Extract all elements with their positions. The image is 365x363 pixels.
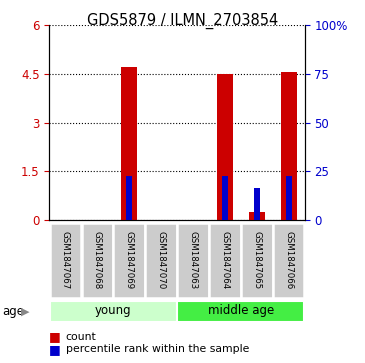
Bar [121,67,137,220]
Text: young: young [95,304,131,317]
Bar [281,72,297,220]
Text: age: age [2,305,24,318]
Text: GSM1847065: GSM1847065 [252,231,261,290]
Bar [50,301,177,322]
Bar [217,74,233,220]
Text: ■: ■ [49,330,61,343]
Bar [241,223,273,298]
Bar [177,223,209,298]
Text: GSM1847068: GSM1847068 [93,231,102,290]
Bar [209,223,241,298]
Text: ■: ■ [49,343,61,356]
Bar [126,176,132,220]
Bar [222,176,228,220]
Bar [145,223,177,298]
Bar [114,223,145,298]
Bar [273,223,304,298]
Text: GSM1847064: GSM1847064 [220,231,230,290]
Text: ▶: ▶ [21,307,30,317]
Text: GSM1847066: GSM1847066 [284,231,293,290]
Text: GSM1847069: GSM1847069 [124,231,134,290]
Text: GSM1847067: GSM1847067 [61,231,70,290]
Bar [81,223,113,298]
Text: GSM1847070: GSM1847070 [157,231,166,290]
Bar [285,176,292,220]
Bar [50,223,81,298]
Text: count: count [66,332,96,342]
Text: GDS5879 / ILMN_2703854: GDS5879 / ILMN_2703854 [87,13,278,29]
Text: percentile rank within the sample: percentile rank within the sample [66,344,249,354]
Bar [177,301,304,322]
Text: middle age: middle age [208,304,274,317]
Text: GSM1847063: GSM1847063 [188,231,197,290]
Bar [249,212,265,220]
Bar [254,188,260,220]
